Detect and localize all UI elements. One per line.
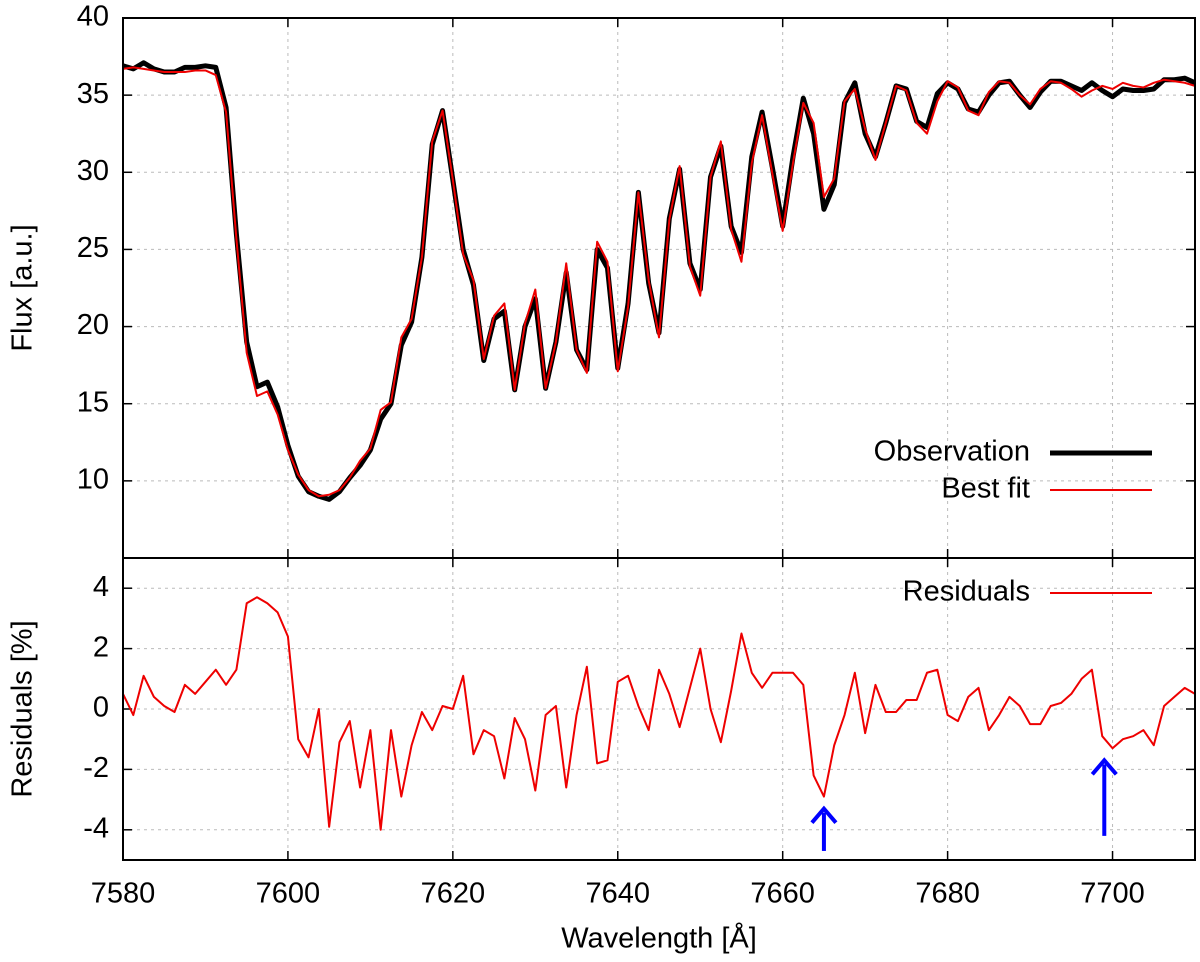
y-tick-label: -4 — [83, 812, 109, 844]
y-axis-label: Residuals [%] — [7, 620, 39, 797]
x-axis-label: Wavelength [Å] — [561, 922, 757, 955]
series-line — [122, 596, 1196, 831]
y-tick-label: 2 — [93, 631, 109, 663]
x-tick-label: 7680 — [915, 878, 980, 910]
legend-label: Observation — [874, 436, 1030, 468]
y-tick-label: 40 — [77, 1, 109, 33]
series-line — [122, 66, 1196, 498]
y-axis-label: Flux [a.u.] — [7, 224, 39, 351]
y-tick-label: 20 — [77, 309, 109, 341]
legend-label: Best fit — [941, 473, 1030, 505]
x-tick-label: 7660 — [750, 878, 815, 910]
y-tick-label: 30 — [77, 155, 109, 187]
y-tick-label: 0 — [93, 692, 109, 724]
plot-frame — [122, 557, 1196, 861]
x-tick-label: 7600 — [256, 878, 321, 910]
y-tick-label: 15 — [77, 386, 109, 418]
legend-label: Residuals — [903, 576, 1030, 608]
arrow-head — [1090, 757, 1118, 776]
arrow-head — [810, 805, 838, 824]
y-tick-label: 25 — [77, 232, 109, 264]
x-tick-label: 7700 — [1080, 878, 1145, 910]
y-tick-label: 10 — [77, 464, 109, 496]
x-tick-label: 7580 — [91, 878, 156, 910]
y-tick-label: 4 — [93, 571, 109, 603]
y-tick-label: 35 — [77, 78, 109, 110]
x-tick-label: 7620 — [421, 878, 486, 910]
x-tick-label: 7640 — [586, 878, 651, 910]
y-tick-label: -2 — [83, 752, 109, 784]
